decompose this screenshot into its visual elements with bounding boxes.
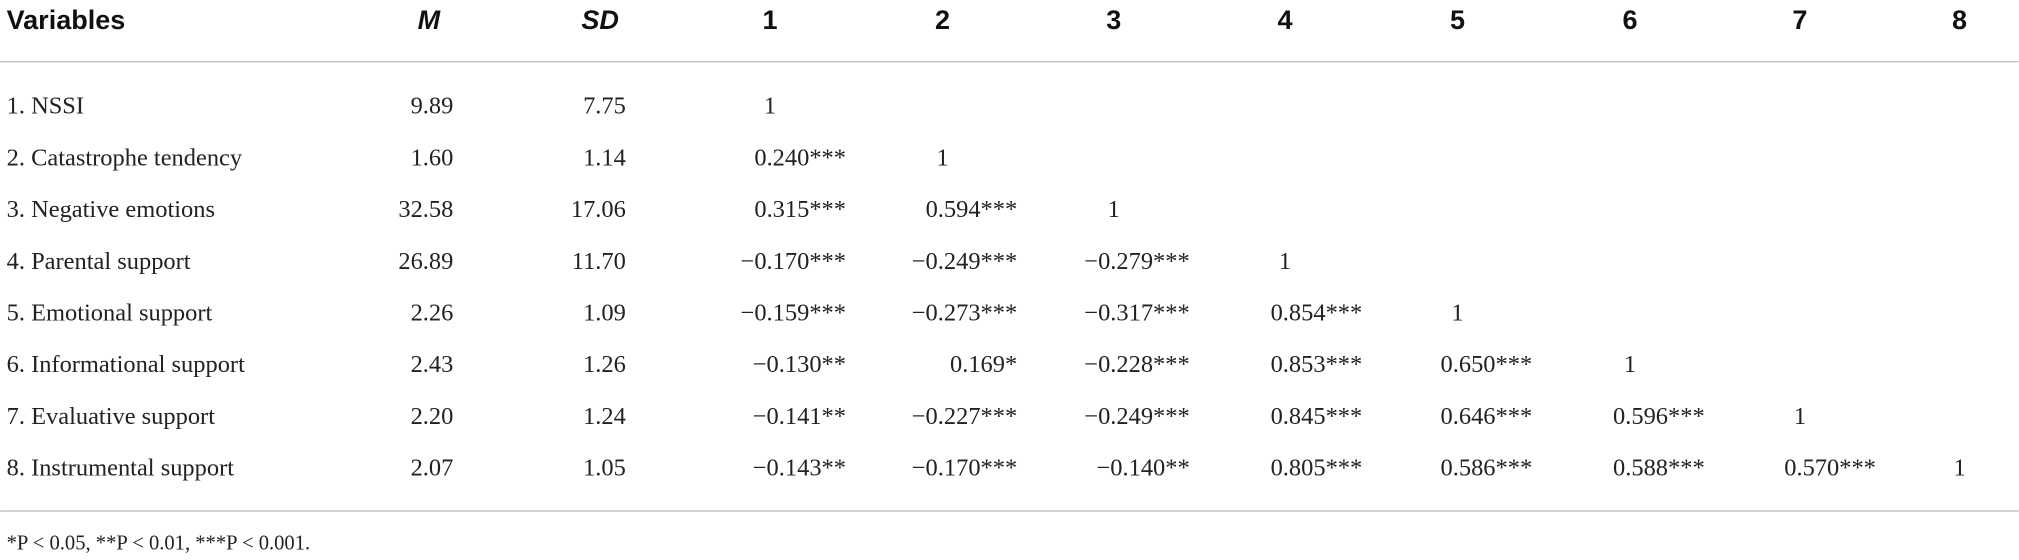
correlation: 0.805***: [1271, 455, 1363, 482]
correlation: 0.570***: [1784, 455, 1876, 482]
diagonal: 1: [1451, 299, 1463, 326]
diagonal: 1: [1279, 248, 1291, 275]
mean: 32.58: [398, 196, 453, 223]
sd: 11.70: [572, 248, 626, 275]
column-header: M: [418, 5, 441, 35]
correlation: 0.586***: [1441, 455, 1533, 482]
diagonal: 1: [1624, 351, 1636, 378]
correlation: −0.249***: [912, 248, 1017, 275]
sd: 7.75: [583, 93, 626, 120]
sd: 1.05: [583, 455, 626, 482]
row-label: 4. Parental support: [7, 248, 191, 275]
column-header: Variables: [7, 5, 126, 35]
row-label: 5. Emotional support: [7, 299, 213, 326]
diagonal: 1: [764, 93, 776, 120]
mean: 9.89: [411, 93, 454, 120]
footnote: *P < 0.05, **P < 0.01, ***P < 0.001.: [7, 532, 311, 554]
row-label: 3. Negative emotions: [7, 196, 215, 223]
correlation: 0.594***: [926, 196, 1018, 223]
column-header: 5: [1450, 5, 1465, 35]
row-label: 1. NSSI: [7, 93, 84, 120]
correlation: 0.588***: [1613, 455, 1705, 482]
correlation: −0.317***: [1084, 299, 1189, 326]
correlation: 0.169*: [950, 351, 1017, 378]
row-label: 8. Instrumental support: [7, 455, 235, 482]
correlation: 0.853***: [1271, 351, 1363, 378]
mean: 2.07: [411, 455, 454, 482]
column-header: SD: [581, 5, 619, 35]
correlation: −0.249***: [1084, 403, 1189, 430]
correlation: −0.228***: [1084, 351, 1189, 378]
diagonal: 1: [1794, 403, 1806, 430]
sd: 17.06: [571, 196, 626, 223]
correlation: −0.141**: [753, 403, 846, 430]
correlation: −0.130**: [753, 351, 846, 378]
correlation: 0.845***: [1271, 403, 1363, 430]
mean: 2.43: [411, 351, 454, 378]
correlation: −0.140**: [1097, 455, 1190, 482]
correlation: 0.854***: [1271, 299, 1363, 326]
correlation: −0.279***: [1084, 248, 1189, 275]
row-label: 6. Informational support: [7, 351, 245, 378]
sd: 1.26: [583, 351, 626, 378]
mean: 1.60: [411, 144, 454, 171]
mean: 2.26: [411, 299, 454, 326]
column-header: 8: [1952, 5, 1967, 35]
diagonal: 1: [1953, 455, 1965, 482]
correlation: −0.170***: [912, 455, 1017, 482]
correlation: 0.315***: [754, 196, 846, 223]
correlation: 0.646***: [1441, 403, 1533, 430]
sd: 1.24: [583, 403, 626, 430]
correlation: 0.240***: [754, 144, 846, 171]
column-header: 4: [1277, 5, 1292, 35]
correlation: −0.159***: [741, 299, 846, 326]
column-header: 6: [1622, 5, 1637, 35]
correlation: −0.143**: [753, 455, 846, 482]
row-label: 2. Catastrophe tendency: [7, 144, 243, 171]
correlation: 0.596***: [1613, 403, 1705, 430]
column-header: 7: [1792, 5, 1807, 35]
sd: 1.14: [583, 144, 626, 171]
row-label: 7. Evaluative support: [7, 403, 216, 430]
correlation: 0.650***: [1441, 351, 1533, 378]
diagonal: 1: [936, 144, 948, 171]
mean: 26.89: [398, 248, 453, 275]
column-header: 2: [935, 5, 950, 35]
sd: 1.09: [583, 299, 626, 326]
column-header: 1: [763, 5, 778, 35]
mean: 2.20: [411, 403, 454, 430]
column-header: 3: [1106, 5, 1121, 35]
correlation: −0.170***: [741, 248, 846, 275]
diagonal: 1: [1108, 196, 1120, 223]
correlation: −0.227***: [912, 403, 1017, 430]
correlation: −0.273***: [912, 299, 1017, 326]
